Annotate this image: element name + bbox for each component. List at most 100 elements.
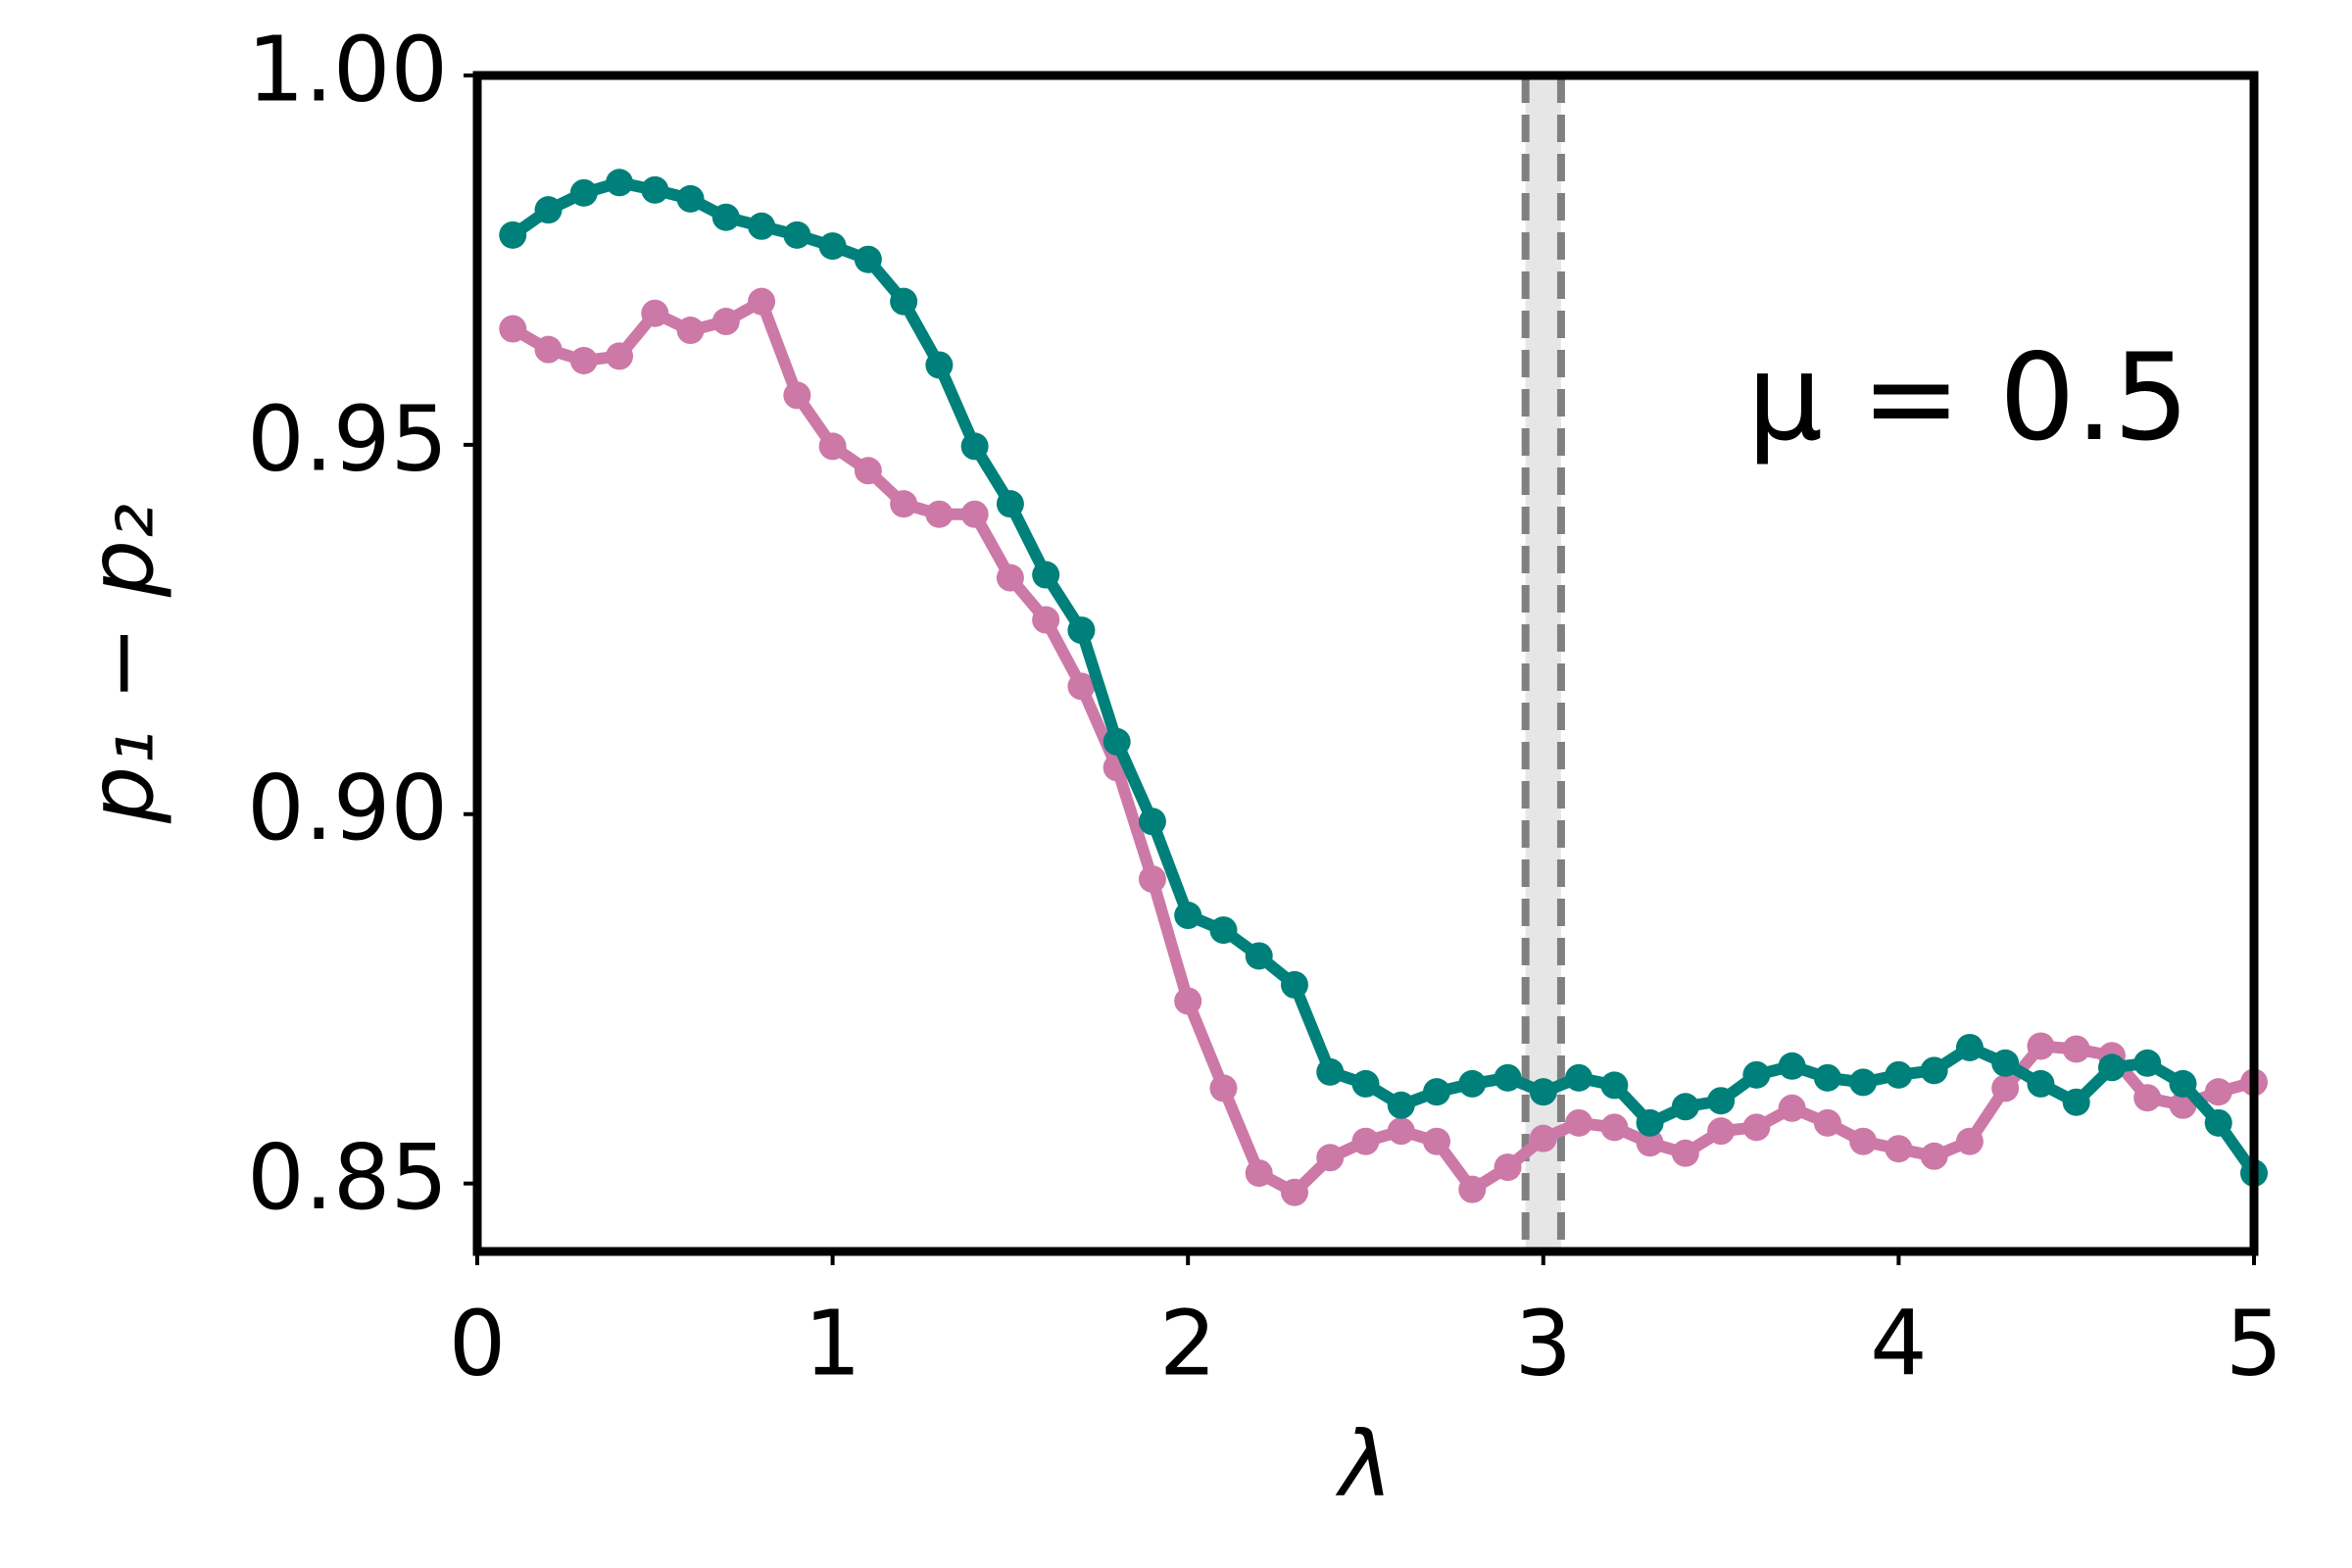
point [1707, 1117, 1736, 1146]
point [1102, 727, 1131, 756]
point [748, 212, 776, 240]
point [925, 351, 954, 379]
point [1565, 1063, 1593, 1092]
point [1955, 1033, 1984, 1061]
point [890, 490, 918, 518]
point [783, 220, 811, 249]
point [1742, 1113, 1771, 1142]
point [2027, 1069, 2055, 1098]
point [499, 220, 527, 249]
point [1885, 1060, 1913, 1089]
point [2133, 1049, 2162, 1077]
point [960, 500, 989, 528]
point [818, 232, 847, 261]
x-tick-label: 0 [449, 1291, 507, 1396]
point [1600, 1113, 1629, 1142]
point [1174, 987, 1202, 1015]
point [534, 196, 563, 224]
point [1920, 1142, 1948, 1170]
point [854, 457, 882, 485]
point [606, 169, 634, 197]
point [1316, 1144, 1345, 1172]
point [1742, 1060, 1771, 1089]
point [1387, 1091, 1415, 1119]
point [1209, 916, 1238, 945]
point [1707, 1087, 1736, 1115]
annotation: μ = 0.5 [1747, 328, 2189, 467]
point [641, 175, 669, 204]
point [996, 564, 1024, 592]
x-tick-label: 4 [1870, 1291, 1928, 1396]
point [641, 299, 669, 327]
point [534, 335, 563, 364]
point [1316, 1057, 1345, 1086]
point [1351, 1127, 1380, 1155]
point [1600, 1071, 1629, 1100]
point [711, 308, 740, 336]
point [499, 315, 527, 343]
plot-frame [472, 71, 2259, 1256]
point [1351, 1069, 1380, 1098]
shaded-band [1525, 75, 1561, 1251]
point [676, 184, 705, 213]
point [1529, 1078, 1557, 1106]
point [748, 287, 776, 316]
y-tick-label: 0.90 [247, 756, 448, 860]
point [676, 317, 705, 345]
point [1991, 1074, 2020, 1102]
point [1991, 1049, 2020, 1077]
y-tick-label: 1.00 [247, 17, 448, 122]
point [1245, 942, 1273, 970]
y-axis-label: p₁ − p₂ [69, 504, 173, 824]
point [1955, 1127, 1984, 1155]
x-tick-label: 2 [1159, 1291, 1217, 1396]
point [1494, 1063, 1522, 1092]
point [1138, 808, 1166, 836]
y-tick-label: 0.95 [247, 386, 448, 491]
point [1778, 1052, 1806, 1080]
point [1458, 1175, 1487, 1203]
point [1387, 1117, 1415, 1146]
point [1636, 1129, 1664, 1157]
point [1280, 970, 1308, 999]
point [1813, 1108, 1841, 1137]
point [2169, 1069, 2197, 1098]
point [1032, 606, 1060, 634]
point [1174, 902, 1202, 930]
point [1245, 1159, 1273, 1188]
point [1920, 1056, 1948, 1085]
point [1494, 1153, 1522, 1182]
point [2062, 1088, 2090, 1116]
x-tick-label: 5 [2226, 1291, 2283, 1396]
point [1138, 865, 1166, 894]
point [2204, 1108, 2232, 1137]
point [996, 490, 1024, 518]
point [606, 342, 634, 370]
point [2027, 1032, 2055, 1060]
point [1209, 1074, 1238, 1102]
point [925, 500, 954, 528]
point [1067, 672, 1096, 701]
point [1423, 1127, 1451, 1155]
point [569, 178, 598, 207]
point [818, 432, 847, 461]
point [1458, 1069, 1487, 1098]
x-axis-label: λ [1335, 1411, 1393, 1516]
point [1280, 1178, 1308, 1206]
point [783, 381, 811, 410]
point [854, 245, 882, 273]
point [2062, 1035, 2090, 1063]
point [1636, 1108, 1664, 1137]
point [2204, 1078, 2232, 1106]
point [1529, 1124, 1557, 1152]
point [890, 287, 918, 316]
point [711, 203, 740, 231]
point [1067, 616, 1096, 645]
point [1778, 1094, 1806, 1122]
point [1423, 1078, 1451, 1106]
point [569, 346, 598, 374]
point [1565, 1108, 1593, 1137]
point [1885, 1135, 1913, 1163]
